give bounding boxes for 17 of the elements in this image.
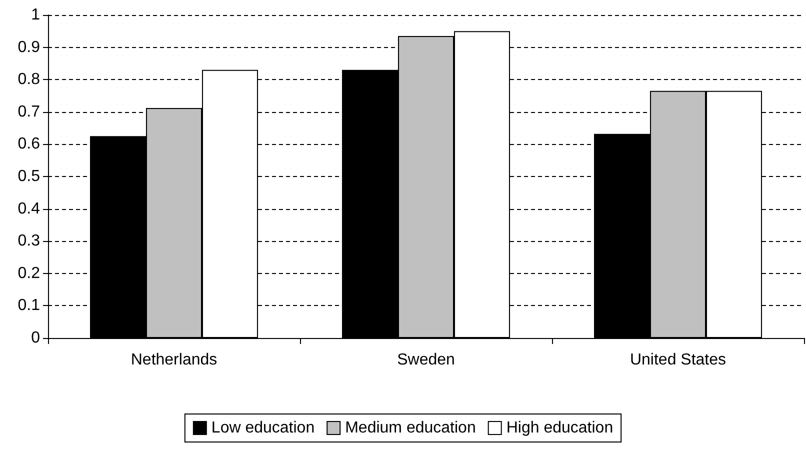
y-tick-label: 0.5 bbox=[18, 168, 40, 185]
y-tick-label: 0.9 bbox=[18, 38, 40, 56]
x-tick-label: United States bbox=[630, 352, 726, 368]
y-tick-label: 0.2 bbox=[18, 264, 40, 282]
y-tick-label: 0.3 bbox=[18, 232, 40, 250]
legend-label: High education bbox=[506, 420, 614, 436]
y-tick-label: 0.8 bbox=[18, 71, 40, 88]
y-tick-label: 0.1 bbox=[18, 297, 40, 314]
y-tick-label: 0.7 bbox=[18, 103, 40, 120]
y-tick-label: 1 bbox=[31, 6, 40, 24]
y-tick-label: 0.6 bbox=[18, 136, 40, 153]
x-tick-label: Netherlands bbox=[130, 352, 218, 368]
x-tick-label: Sweden bbox=[397, 352, 455, 368]
legend-label: Medium education bbox=[345, 420, 476, 436]
y-tick-label: 0.4 bbox=[18, 200, 40, 218]
legend-label: Low education bbox=[211, 420, 315, 436]
y-tick-label: 0 bbox=[31, 330, 40, 346]
